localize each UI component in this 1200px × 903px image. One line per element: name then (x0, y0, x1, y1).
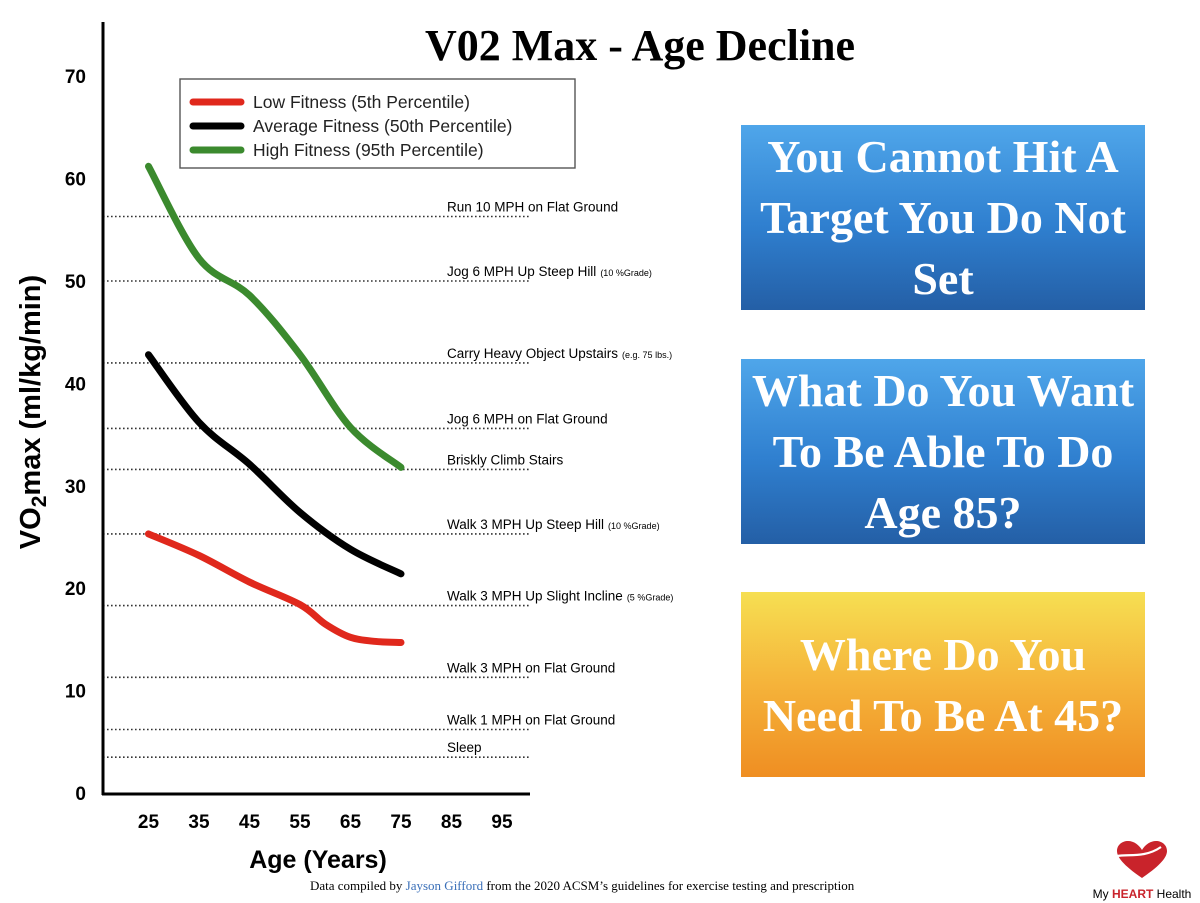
footnote: Data compiled by Jayson Gifford from the… (310, 878, 854, 894)
y-axis-label-suffix: max (ml/kg/min) (15, 275, 47, 496)
reference-label-main: Run 10 MPH on Flat Ground (447, 199, 618, 214)
reference-label-main: Jog 6 MPH on Flat Ground (447, 411, 608, 426)
reference-label: Walk 3 MPH Up Slight Incline (5 %Grade) (447, 589, 673, 604)
reference-label-main: Walk 3 MPH on Flat Ground (447, 660, 615, 675)
reference-label-main: Sleep (447, 740, 482, 755)
x-tick-label: 65 (340, 812, 362, 833)
callout-age-85: What Do You Want To Be Able To Do Age 85… (741, 359, 1145, 544)
heart-icon (1116, 841, 1167, 878)
reference-label-note: (5 %Grade) (627, 593, 674, 603)
axes: 0 10 20 30 40 50 60 70 25 35 45 55 65 75 85 95 Age (Year… (15, 22, 530, 874)
footnote-suffix: from the 2020 ACSM’s guidelines for exer… (483, 878, 855, 893)
x-tick-label: 25 (138, 812, 160, 833)
logo-text-bold: HEART (1111, 887, 1154, 901)
reference-label: Briskly Climb Stairs (447, 452, 564, 467)
y-axis-label: VO2max (ml/kg/min) (15, 275, 51, 549)
x-tick-label: 55 (289, 812, 311, 833)
x-tick-label: 85 (441, 812, 463, 833)
series-high-fitness (145, 162, 405, 471)
reference-lines: Run 10 MPH on Flat Ground Jog 6 MPH Up St… (103, 199, 673, 758)
logo-text-suffix: Health (1153, 887, 1192, 901)
y-axis-label-sub: 2 (28, 496, 51, 508)
reference-label-note: (e.g. 75 lbs.) (622, 350, 672, 360)
legend-item-high-label: High Fitness (95th Percentile) (253, 140, 484, 160)
y-tick-label: 20 (65, 579, 86, 600)
x-tick-label: 75 (390, 812, 412, 833)
reference-label: Walk 3 MPH on Flat Ground (447, 660, 615, 675)
reference-label-main: Walk 1 MPH on Flat Ground (447, 713, 615, 728)
legend-box (179, 78, 576, 169)
callout-age-45: Where Do You Need To Be At 45? (741, 592, 1145, 777)
footnote-prefix: Data compiled by (310, 878, 406, 893)
reference-label: Carry Heavy Object Upstairs (e.g. 75 lbs.… (447, 346, 672, 361)
reference-label: Sleep (447, 740, 482, 755)
series-average-fitness (145, 351, 405, 578)
series-low-fitness (145, 530, 405, 646)
y-tick-label: 50 (65, 272, 86, 293)
footnote-author: Jayson Gifford (405, 878, 484, 893)
reference-label: Run 10 MPH on Flat Ground (447, 199, 618, 214)
series-layer (145, 162, 405, 646)
y-tick-label: 40 (65, 374, 86, 395)
reference-label-main: Walk 3 MPH Up Slight Incline (447, 589, 623, 604)
logo-text: My HEART Health (1092, 887, 1192, 901)
reference-label-main: Jog 6 MPH Up Steep Hill (447, 264, 596, 279)
logo-text-prefix: My (1092, 887, 1112, 901)
reference-label: Walk 3 MPH Up Steep Hill (10 %Grade) (447, 517, 660, 532)
y-tick-label: 30 (65, 477, 86, 498)
reference-label: Walk 1 MPH on Flat Ground (447, 713, 615, 728)
reference-label-main: Briskly Climb Stairs (447, 452, 564, 467)
reference-label-main: Walk 3 MPH Up Steep Hill (447, 517, 604, 532)
y-tick-label: 10 (65, 682, 86, 703)
y-tick-label: 0 (75, 784, 86, 805)
reference-label-note: (10 %Grade) (600, 268, 652, 278)
reference-label: Jog 6 MPH Up Steep Hill (10 %Grade) (447, 264, 652, 279)
y-tick-label: 60 (65, 170, 86, 191)
brand-logo: My HEART Health (1092, 840, 1192, 901)
legend: Low Fitness (5th Percentile) Average Fitn… (179, 78, 576, 169)
reference-label-note: (10 %Grade) (608, 521, 660, 531)
x-tick-label: 35 (188, 812, 210, 833)
legend-item-average-label: Average Fitness (50th Percentile) (253, 116, 512, 136)
callout-target: You Cannot Hit A Target You Do Not Set (741, 125, 1145, 310)
y-tick-label: 70 (65, 67, 86, 88)
x-axis-label: Age (Years) (249, 846, 387, 874)
reference-label: Jog 6 MPH on Flat Ground (447, 411, 608, 426)
x-tick-label: 45 (239, 812, 261, 833)
legend-item-low-label: Low Fitness (5th Percentile) (253, 92, 470, 112)
y-axis-label-prefix: VO (15, 507, 47, 549)
chart-title: V02 Max - Age Decline (424, 21, 856, 70)
reference-label-main: Carry Heavy Object Upstairs (447, 346, 618, 361)
x-tick-label: 95 (491, 812, 513, 833)
